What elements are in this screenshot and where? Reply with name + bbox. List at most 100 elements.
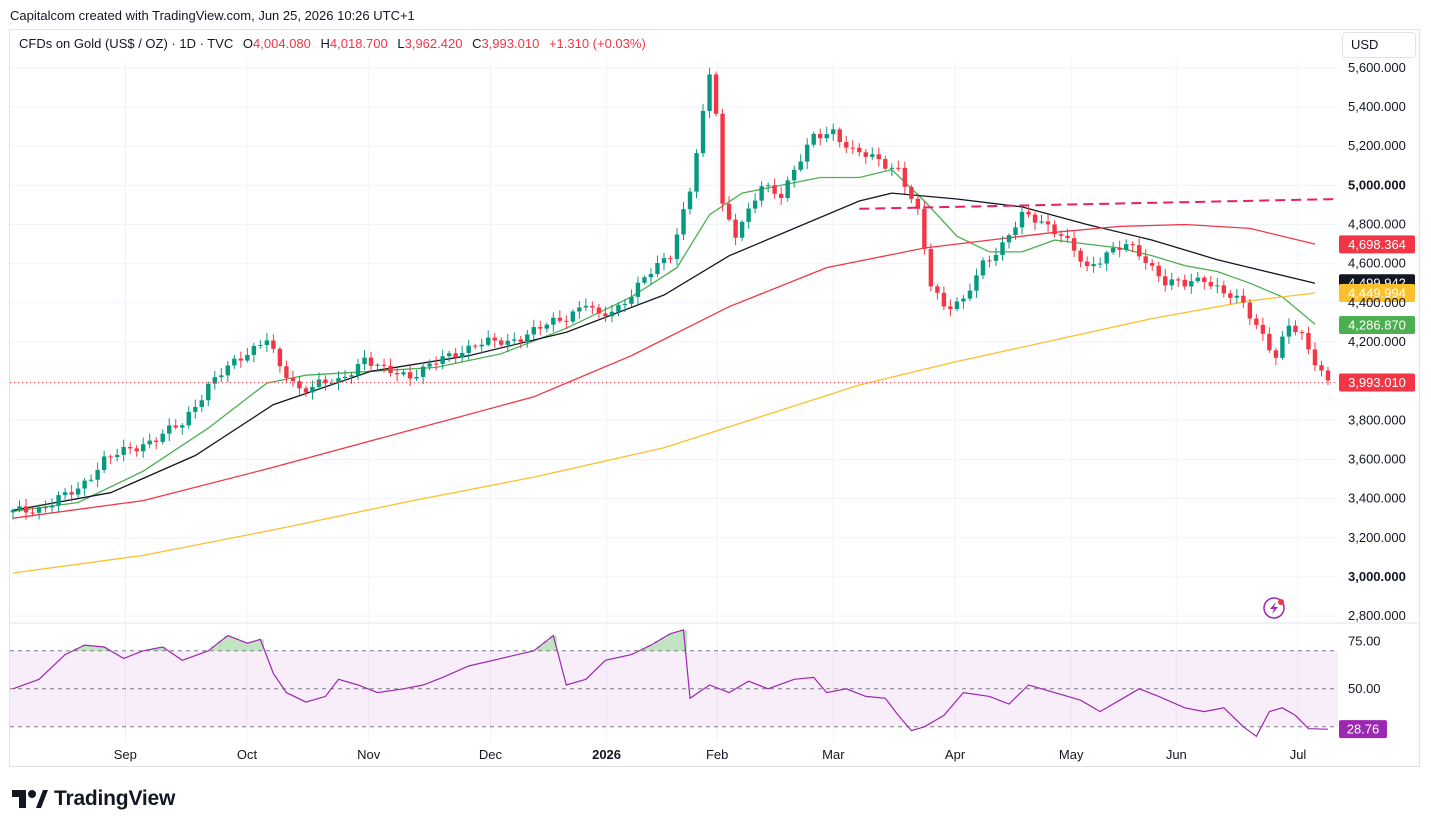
candle: [583, 298, 589, 312]
candle: [987, 255, 992, 268]
time-tick-label: Jul: [1290, 747, 1307, 762]
candle: [681, 201, 686, 241]
candle: [401, 369, 406, 377]
candle: [355, 359, 361, 380]
candle: [453, 348, 458, 364]
resistance-trendline[interactable]: [859, 198, 1339, 210]
candle: [1293, 320, 1298, 336]
close-value: 3,993.010: [481, 36, 540, 51]
candle: [245, 348, 250, 363]
candle: [342, 370, 348, 382]
candle: [1013, 221, 1018, 240]
candle: [1202, 275, 1207, 290]
price-tick-label: 4,200.000: [1348, 334, 1406, 349]
price-tick-label: 5,600.000: [1348, 60, 1406, 75]
candle: [1091, 256, 1096, 273]
moving-average-line: [12, 168, 1316, 512]
candle: [180, 423, 185, 435]
candle: [935, 284, 940, 300]
candle: [512, 332, 517, 346]
candle: [349, 372, 354, 384]
candle: [212, 370, 218, 390]
candle: [544, 322, 550, 333]
candle: [1169, 272, 1174, 291]
candle: [388, 358, 393, 377]
candle: [811, 131, 816, 148]
candle: [609, 304, 615, 323]
candle: [557, 310, 563, 324]
price-tick-label: 3,000.000: [1348, 569, 1406, 584]
candle: [915, 193, 921, 215]
candle: [1325, 366, 1331, 386]
candle: [1150, 259, 1155, 271]
time-tick-label: Apr: [945, 747, 966, 762]
candle: [251, 342, 257, 363]
time-tick-label: Feb: [706, 747, 728, 762]
candle: [687, 187, 693, 215]
candle: [446, 350, 452, 362]
candle: [30, 507, 35, 517]
candle: [206, 381, 211, 407]
candle: [1136, 238, 1142, 260]
candle: [772, 178, 777, 199]
candle: [486, 330, 491, 347]
candle: [941, 286, 947, 311]
candle: [121, 439, 126, 462]
time-axis: Sep Oct Nov Dec 2026 Feb Mar Apr May Jun Jul: [114, 747, 1307, 762]
ma-value-badge: 4,449.994: [1348, 286, 1406, 301]
candle: [603, 306, 608, 323]
candle: [433, 356, 439, 371]
candle: [961, 295, 966, 309]
candle: [1260, 317, 1266, 341]
ma-value-badge-bg: [1339, 315, 1415, 334]
candle: [219, 368, 224, 382]
candle: [160, 429, 165, 445]
price-tick-label: 4,800.000: [1348, 216, 1406, 231]
rsi-value-badge-bg: [1339, 720, 1387, 739]
candle: [69, 484, 74, 502]
candle: [75, 482, 81, 498]
candle: [193, 399, 198, 419]
candle: [1319, 360, 1324, 377]
candle: [1221, 280, 1227, 298]
candle: [778, 186, 784, 205]
candle: [635, 276, 641, 305]
candle: [23, 498, 29, 520]
moving-average-line: [12, 192, 1316, 511]
candle: [284, 360, 289, 384]
lightning-alert-icon[interactable]: [1263, 597, 1285, 619]
candle: [479, 338, 484, 354]
candle: [277, 346, 283, 373]
candle: [642, 275, 647, 285]
candle: [980, 257, 986, 280]
candle: [310, 380, 315, 400]
candle: [733, 213, 738, 246]
candle: [818, 128, 823, 146]
candle: [967, 283, 973, 301]
candle: [43, 500, 48, 513]
open-value: 4,004.080: [253, 36, 311, 51]
chart-frame: [9, 29, 1420, 767]
candle: [1110, 241, 1116, 255]
candle: [101, 450, 107, 473]
currency-selector[interactable]: USD: [1342, 32, 1416, 58]
candle: [10, 508, 16, 520]
candle: [440, 349, 445, 370]
candle: [1039, 214, 1044, 225]
tradingview-logo[interactable]: TradingView: [12, 787, 175, 811]
candle: [889, 163, 895, 177]
ma-value-badge: 4,698.364: [1348, 237, 1406, 252]
candle: [264, 333, 270, 353]
moving-average-line: [12, 223, 1316, 519]
high-label: H: [320, 36, 330, 51]
symbol-name[interactable]: CFDs on Gold (US$ / OZ) · 1D · TVC: [19, 36, 234, 51]
candle: [147, 433, 152, 449]
candle: [199, 394, 204, 412]
candle: [909, 184, 914, 204]
chart-overlays: 4,698.3644,499.9424,449.9944,286.8703,99…: [10, 198, 1415, 392]
candle: [62, 488, 68, 500]
time-tick-label: Dec: [479, 747, 503, 762]
candle: [739, 220, 745, 242]
candle: [225, 361, 231, 383]
